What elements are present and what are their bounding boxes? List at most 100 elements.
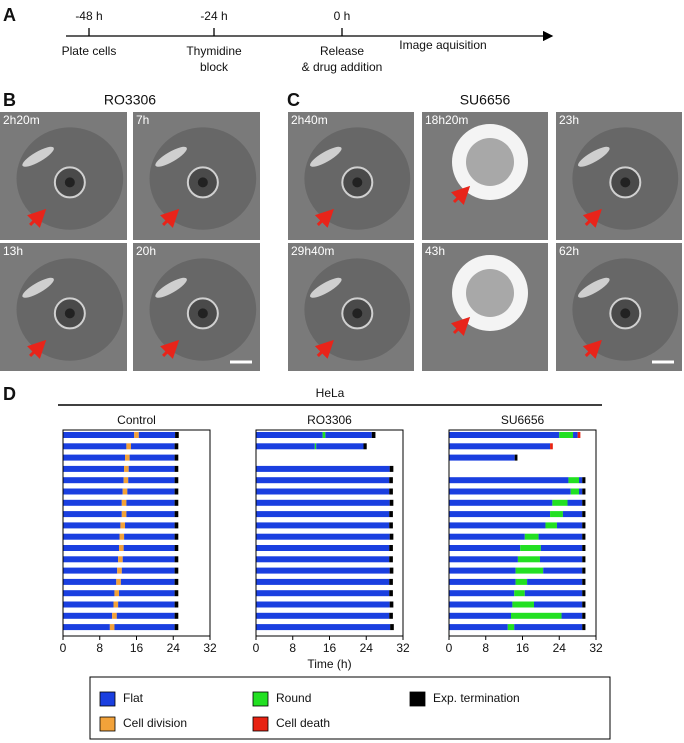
state-segment (389, 601, 394, 608)
state-segment (128, 477, 175, 484)
x-tick-label: 8 (96, 641, 103, 655)
timeline-time: -48 h (75, 9, 102, 23)
legend-swatch (409, 691, 426, 707)
state-segment (174, 567, 179, 574)
x-tick-label: 24 (167, 641, 181, 655)
state-segment (577, 432, 581, 438)
state-segment (520, 545, 541, 551)
legend-label: Exp. termination (433, 691, 520, 705)
state-segment (63, 499, 122, 506)
arrow (314, 339, 334, 359)
state-segment (174, 533, 179, 540)
x-tick-label: 8 (482, 641, 489, 655)
timeline-event: Image aquisition (399, 38, 486, 52)
arrow (451, 316, 471, 336)
timeline-time: 0 h (334, 9, 351, 23)
timeline-event: Release (320, 44, 364, 58)
state-segment (63, 443, 127, 450)
state-segment (449, 556, 518, 563)
state-segment (389, 488, 393, 495)
arrow (27, 208, 47, 228)
state-segment (514, 454, 518, 461)
state-segment (63, 590, 115, 597)
state-segment (63, 578, 117, 585)
x-tick-label: 32 (396, 641, 410, 655)
state-segment (174, 454, 179, 461)
state-segment (449, 590, 515, 597)
state-segment (389, 511, 393, 518)
state-segment (134, 432, 139, 438)
panel-label: D (3, 384, 16, 404)
state-segment (550, 511, 563, 518)
legend-label: Cell division (123, 716, 187, 730)
x-tick-label: 0 (253, 641, 260, 655)
micrograph: 18h20m (422, 112, 548, 240)
chart-title: Control (117, 413, 156, 427)
state-segment (573, 432, 578, 438)
frame-time: 29h40m (291, 244, 334, 258)
panel-title: RO3306 (104, 92, 156, 108)
state-segment (389, 612, 393, 619)
legend-label: Cell death (276, 716, 330, 730)
state-segment (256, 567, 390, 574)
state-segment (125, 454, 130, 461)
state-segment (174, 522, 179, 529)
x-tick-label: 32 (203, 641, 217, 655)
state-segment (174, 465, 179, 472)
panel-label: A (3, 5, 16, 25)
state-segment (116, 612, 175, 619)
state-segment (561, 612, 583, 619)
frame-time: 20h (136, 244, 156, 258)
state-segment (256, 488, 390, 495)
state-segment (256, 511, 390, 518)
micrograph: 23h (556, 112, 682, 240)
legend-swatch (99, 716, 116, 732)
state-segment (582, 477, 586, 484)
frame-time: 2h20m (3, 113, 40, 127)
state-segment (119, 545, 124, 551)
state-segment (449, 578, 516, 585)
x-tick-label: 8 (289, 641, 296, 655)
timeline-event: & drug addition (302, 60, 383, 74)
state-segment (119, 533, 125, 540)
state-segment (126, 499, 175, 506)
cell-edge (22, 146, 54, 167)
state-segment (371, 432, 376, 438)
state-segment (63, 624, 110, 631)
state-segment (556, 522, 583, 529)
state-segment (256, 590, 390, 597)
state-segment (545, 522, 557, 529)
panel-label: B (3, 90, 16, 110)
state-segment (527, 578, 583, 585)
state-segment (256, 465, 390, 472)
frame-time: 18h20m (425, 113, 468, 127)
state-segment (449, 443, 551, 450)
state-segment (582, 567, 586, 574)
state-segment (63, 612, 113, 619)
arrow (314, 208, 334, 228)
cell-edge (22, 277, 54, 298)
state-segment (449, 567, 516, 574)
state-segment (63, 522, 121, 529)
state-segment (126, 443, 131, 450)
state-segment (316, 443, 364, 450)
state-segment (389, 567, 394, 574)
state-segment (256, 624, 391, 631)
state-segment (314, 443, 317, 450)
frame-time: 13h (3, 244, 23, 258)
state-segment (449, 624, 508, 631)
state-segment (116, 578, 121, 585)
state-segment (174, 443, 179, 450)
arrow (582, 208, 602, 228)
state-segment (582, 522, 586, 529)
state-segment (449, 522, 546, 529)
state-segment (121, 511, 127, 518)
cell-edge (578, 277, 610, 298)
state-segment (174, 499, 179, 506)
micrograph: 62h (556, 243, 682, 371)
state-segment (568, 477, 580, 484)
state-segment (256, 432, 323, 438)
cell-edge (578, 146, 610, 167)
state-segment (539, 556, 583, 563)
state-segment (63, 477, 124, 484)
